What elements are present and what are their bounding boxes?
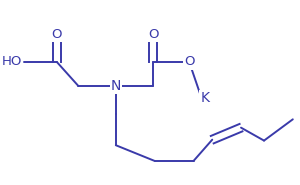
Text: O: O xyxy=(148,28,158,41)
Text: O: O xyxy=(52,28,62,41)
Text: K: K xyxy=(200,91,209,105)
Text: O: O xyxy=(184,56,194,68)
Text: N: N xyxy=(111,79,121,93)
Text: HO: HO xyxy=(2,56,22,68)
